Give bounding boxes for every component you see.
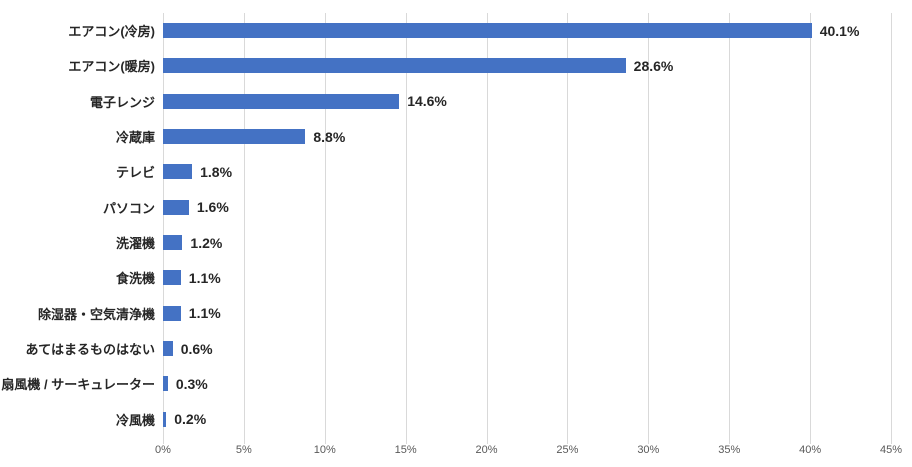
category-label: テレビ: [115, 165, 155, 181]
category-label: 洗濯機: [115, 236, 155, 252]
category-label: 電子レンジ: [89, 94, 155, 110]
value-label: 1.2%: [190, 234, 223, 251]
value-label: 1.1%: [188, 305, 221, 322]
category-label: 扇風機 / サーキュレーター: [1, 377, 155, 393]
bar: [163, 23, 812, 39]
value-label: 0.2%: [174, 411, 207, 428]
x-tick-label: 15%: [394, 444, 417, 456]
bar-row: 1.6%: [163, 190, 891, 225]
x-tick-label: 5%: [235, 444, 252, 456]
category-label: パソコン: [102, 200, 155, 216]
gridline: [405, 13, 407, 444]
x-axis: 0% 5% 10% 15% 20% 25% 30% 35% 40% 45%: [155, 444, 902, 462]
value-label: 1.8%: [200, 163, 233, 180]
bar: [163, 93, 400, 109]
gridline: [486, 13, 488, 444]
gridline: [324, 13, 326, 444]
x-tick-label: 30%: [637, 444, 660, 456]
value-label: 1.6%: [196, 199, 229, 216]
category-label: 冷蔵庫: [115, 130, 155, 146]
bar-row: 1.2%: [163, 225, 891, 260]
bar-row: 40.1%: [163, 13, 891, 48]
gridline: [243, 13, 245, 444]
gridline: [729, 13, 731, 444]
bar-row: 1.1%: [163, 296, 891, 331]
value-label: 8.8%: [313, 128, 346, 145]
bar: [163, 164, 193, 180]
value-label: 28.6%: [633, 57, 674, 74]
x-tick-label: 10%: [313, 444, 336, 456]
value-label: 0.3%: [175, 375, 208, 392]
value-label: 40.1%: [819, 22, 860, 39]
category-label: 冷風機: [115, 412, 155, 428]
gridline: [891, 13, 892, 444]
category-label: エアコン(冷房): [68, 24, 155, 40]
x-tick-label: 25%: [556, 444, 579, 456]
category-label: 食洗機: [115, 271, 155, 287]
bar-row: 8.8%: [163, 119, 891, 154]
bar: [163, 58, 626, 74]
bar: [163, 305, 181, 321]
plot-area: 40.1% 28.6% 14.6% 8.8% 1.8% 1.6% 1.2% 1.1% 1.1% 0…: [163, 13, 892, 444]
bar: [163, 199, 189, 215]
x-tick-label: 45%: [879, 444, 903, 456]
x-tick-label: 20%: [475, 444, 498, 456]
category-axis: エアコン(冷房) エアコン(暖房) 電子レンジ冷蔵庫テレビパソコン洗濯機食洗機除湿器…: [0, 13, 155, 437]
category-label: あてはまるものはない: [25, 342, 155, 358]
value-label: 0.6%: [180, 340, 213, 357]
bar-row: 1.8%: [163, 154, 891, 189]
category-label: エアコン(暖房): [68, 59, 155, 75]
x-tick-label: 0%: [155, 444, 171, 456]
category-label: 除湿器・空気清浄機: [37, 306, 155, 322]
x-tick-label: 40%: [799, 444, 822, 456]
bar: [163, 341, 173, 357]
bar-row: 14.6%: [163, 84, 891, 119]
bar-row: 1.1%: [163, 260, 891, 295]
bar-row: 28.6%: [163, 48, 891, 83]
bar: [163, 270, 181, 286]
gridline: [648, 13, 650, 444]
bar: [163, 235, 183, 251]
gridline: [810, 13, 812, 444]
value-label: 14.6%: [407, 93, 447, 110]
bar: [163, 411, 167, 427]
bar: [163, 129, 306, 145]
bar: [163, 376, 168, 392]
x-tick-label: 35%: [718, 444, 741, 456]
gridline: [567, 13, 569, 444]
bar-row: 0.6%: [163, 331, 891, 366]
bar-row: 0.2%: [163, 402, 891, 437]
value-label: 1.1%: [188, 269, 221, 286]
bar-row: 0.3%: [163, 366, 891, 401]
gridline: [163, 13, 164, 444]
